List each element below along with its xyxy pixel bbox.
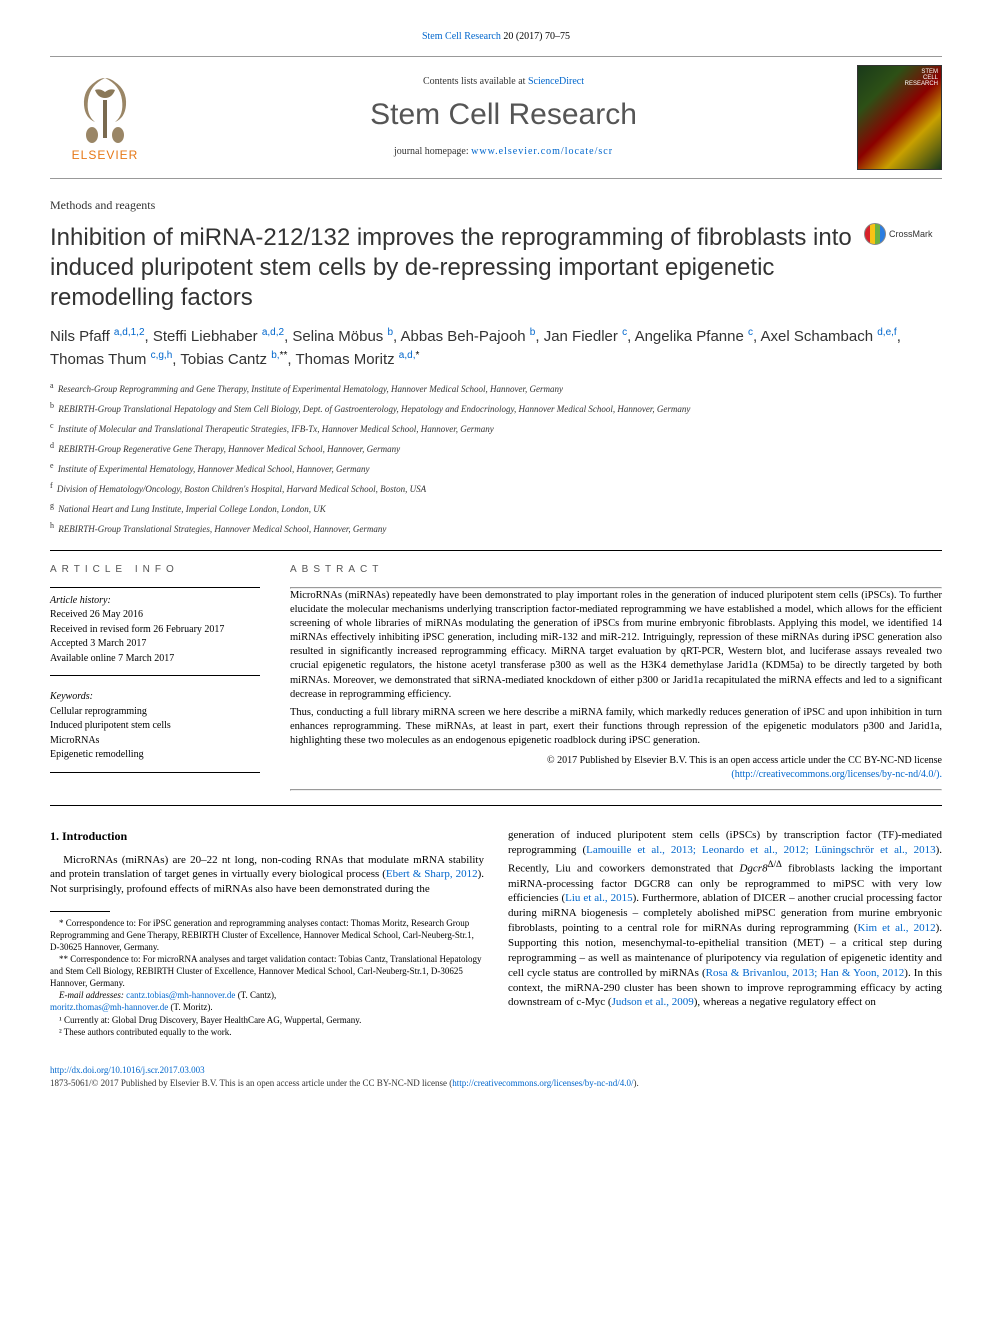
keyword-3: Epigenetic remodelling [50, 748, 260, 762]
title-row: Inhibition of miRNA-212/132 improves the… [50, 223, 942, 325]
journal-cover-thumb: STEM CELL RESEARCH [857, 65, 942, 170]
article-title: Inhibition of miRNA-212/132 improves the… [50, 223, 854, 313]
abstract-rule-bottom [290, 789, 942, 791]
elsevier-tree-icon [70, 70, 140, 145]
footnote-rule [50, 911, 110, 912]
contents-prefix: Contents lists available at [423, 76, 528, 87]
email-label: E-mail addresses: [59, 990, 126, 1000]
email-moritz-who: (T. Moritz). [168, 1002, 212, 1012]
info-mini-rule-2 [50, 675, 260, 676]
abstract-copyright: © 2017 Published by Elsevier B.V. This i… [290, 754, 942, 781]
crossmark-badge[interactable]: CrossMark [864, 223, 942, 245]
abstract-para-1: Thus, conducting a full library miRNA sc… [290, 706, 942, 749]
history-line-0: Received 26 May 2016 [50, 608, 260, 622]
keyword-2: MicroRNAs [50, 734, 260, 748]
keywords-head: Keywords: [50, 690, 260, 704]
intro-para-2: generation of induced pluripotent stem c… [508, 828, 942, 1010]
cite-judson[interactable]: Judson et al., 2009 [612, 996, 694, 1008]
info-mini-rule-3 [50, 772, 260, 773]
email-cantz-who: (T. Cantz), [235, 990, 276, 1000]
footnotes: * Correspondence to: For iPSC generation… [50, 918, 484, 1039]
history-line-2: Accepted 3 March 2017 [50, 637, 260, 651]
footnote-emails: E-mail addresses: cantz.tobias@mh-hannov… [50, 990, 484, 1013]
info-abstract-row: ARTICLE INFO Article history: Received 2… [50, 563, 942, 791]
affiliation-g: g National Heart and Lung Institute, Imp… [50, 500, 942, 516]
doi-link[interactable]: http://dx.doi.org/10.1016/j.scr.2017.03.… [50, 1065, 205, 1075]
sciencedirect-link[interactable]: ScienceDirect [528, 76, 584, 87]
journal-homepage: journal homepage: www.elsevier.com/locat… [160, 145, 847, 159]
affiliation-list: a Research-Group Reprogramming and Gene … [50, 380, 942, 536]
running-head: Stem Cell Research 20 (2017) 70–75 [50, 30, 942, 44]
keywords-list: Cellular reprogrammingInduced pluripoten… [50, 705, 260, 762]
cite-rosa[interactable]: Rosa & Brivanlou, 2013; Han & Yoon, 2012 [706, 967, 905, 979]
rule-below-abstract [50, 805, 942, 806]
abstract-text: MicroRNAs (miRNAs) repeatedly have been … [290, 589, 942, 749]
affiliation-c: c Institute of Molecular and Translation… [50, 420, 942, 436]
homepage-link[interactable]: www.elsevier.com/locate/scr [471, 146, 613, 157]
cite-liu[interactable]: Liu et al., 2015 [565, 892, 633, 904]
email-moritz[interactable]: moritz.thomas@mh-hannover.de [50, 1002, 168, 1012]
affiliation-e: e Institute of Experimental Hematology, … [50, 460, 942, 476]
footnote-note2: ² These authors contributed equally to t… [50, 1027, 484, 1039]
affiliation-h: h REBIRTH-Group Translational Strategies… [50, 520, 942, 536]
affiliation-f: f Division of Hematology/Oncology, Bosto… [50, 480, 942, 496]
intro-heading: 1. Introduction [50, 828, 484, 844]
history-line-3: Available online 7 March 2017 [50, 652, 260, 666]
copyright-text: © 2017 Published by Elsevier B.V. This i… [547, 755, 942, 766]
rights-url[interactable]: http://creativecommons.org/licenses/by-n… [452, 1078, 633, 1088]
article-info-label: ARTICLE INFO [50, 563, 260, 577]
cover-thumb-label: STEM CELL RESEARCH [905, 69, 938, 87]
cite-ebert-sharp[interactable]: Ebert & Sharp, 2012 [386, 868, 478, 880]
rights-pre: 1873-5061/© 2017 Published by Elsevier B… [50, 1078, 452, 1088]
info-mini-rule-1 [50, 587, 260, 588]
rule-above-info [50, 550, 942, 551]
footnote-corr2: ** Correspondence to: For microRNA analy… [50, 954, 484, 989]
email-cantz[interactable]: cantz.tobias@mh-hannover.de [126, 990, 235, 1000]
intro-para-1: MicroRNAs (miRNAs) are 20–22 nt long, no… [50, 853, 484, 898]
article-type: Methods and reagents [50, 197, 942, 213]
cite-kim[interactable]: Kim et al., 2012 [858, 922, 936, 934]
author-list: Nils Pfaff a,d,1,2, Steffi Liebhaber a,d… [50, 325, 942, 372]
abstract-label: ABSTRACT [290, 563, 942, 577]
journal-name: Stem Cell Research [160, 95, 847, 136]
article-info-col: ARTICLE INFO Article history: Received 2… [50, 563, 260, 791]
homepage-prefix: journal homepage: [394, 146, 471, 157]
running-head-link[interactable]: Stem Cell Research [422, 31, 501, 42]
masthead-center: Contents lists available at ScienceDirec… [160, 75, 847, 159]
publisher-block: ELSEVIER [50, 70, 160, 163]
license-link[interactable]: (http://creativecommons.org/licenses/by-… [731, 769, 942, 780]
intro-p2-m6: ), whereas a negative regulatory effect … [694, 996, 876, 1008]
crossmark-icon [864, 223, 886, 245]
affiliation-b: b REBIRTH-Group Translational Hepatology… [50, 400, 942, 416]
footnote-corr1: * Correspondence to: For iPSC generation… [50, 918, 484, 953]
masthead-right: STEM CELL RESEARCH [847, 65, 942, 170]
history-list: Received 26 May 2016Received in revised … [50, 608, 260, 665]
body-columns: 1. Introduction MicroRNAs (miRNAs) are 2… [50, 828, 942, 1040]
affiliation-d: d REBIRTH-Group Regenerative Gene Therap… [50, 440, 942, 456]
affiliation-a: a Research-Group Reprogramming and Gene … [50, 380, 942, 396]
intro-p2-sup: Δ/Δ [768, 859, 782, 869]
masthead: ELSEVIER Contents lists available at Sci… [50, 56, 942, 179]
publisher-name: ELSEVIER [72, 147, 139, 163]
footnote-note1: ¹ Currently at: Global Drug Discovery, B… [50, 1015, 484, 1027]
history-line-1: Received in revised form 26 February 201… [50, 623, 260, 637]
abstract-para-0: MicroRNAs (miRNAs) repeatedly have been … [290, 589, 942, 702]
abstract-col: ABSTRACT MicroRNAs (miRNAs) repeatedly h… [290, 563, 942, 791]
rights-post: ). [634, 1078, 639, 1088]
history-head: Article history: [50, 594, 260, 608]
footer-rights: 1873-5061/© 2017 Published by Elsevier B… [50, 1077, 942, 1089]
cite-lamouille[interactable]: Lamouille et al., 2013; Leonardo et al.,… [586, 844, 935, 856]
running-head-citation: 20 (2017) 70–75 [501, 31, 570, 42]
page-footer: http://dx.doi.org/10.1016/j.scr.2017.03.… [50, 1064, 942, 1089]
keyword-0: Cellular reprogramming [50, 705, 260, 719]
keyword-1: Induced pluripotent stem cells [50, 719, 260, 733]
intro-p2-ital: Dgcr8 [739, 863, 767, 875]
contents-line: Contents lists available at ScienceDirec… [160, 75, 847, 89]
crossmark-label: CrossMark [889, 228, 933, 240]
